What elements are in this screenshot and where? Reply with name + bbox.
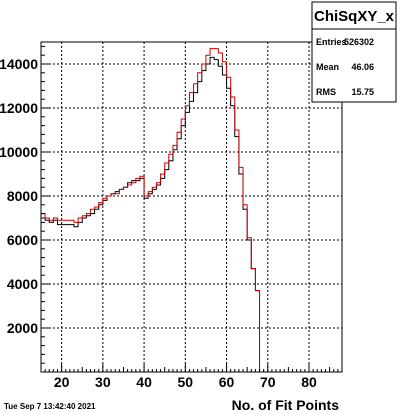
stats-box-title: ChiSqXY_x [314,8,395,25]
plot-frame [40,41,343,373]
x-tick-label: 70 [260,374,276,390]
x-tick-label: 60 [219,374,235,390]
x-axis-title: No. of Fit Points [232,397,340,413]
y-tick-label: 4000 [7,276,38,292]
x-tick-label: 80 [301,374,317,390]
x-tick-label: 50 [178,374,194,390]
y-tick-label: 8000 [7,188,38,204]
y-tick-label: 10000 [0,144,38,160]
x-tick-label: 40 [136,374,152,390]
grid-lines [41,42,342,372]
stats-entries-value: 526302 [344,37,374,47]
timestamp-label: Tue Sep 7 13:42:40 2021 [4,402,96,411]
stats-box: ChiSqXY_x Entries 526302 Mean 46.06 RMS … [311,1,397,103]
stats-rms-label: RMS [316,87,336,97]
y-tick-label: 12000 [0,100,38,116]
stats-rms-value: 15.75 [351,87,374,97]
axis-ticks: 20 30 40 50 60 70 80 2000 4000 6000 8000 10000 12000… [0,45,343,390]
y-tick-label: 14000 [0,56,38,72]
stats-box-frame [311,1,397,103]
stats-mean-label: Mean [316,62,339,72]
y-tick-label: 2000 [7,320,38,336]
x-tick-label: 30 [95,374,111,390]
stats-mean-value: 46.06 [351,62,374,72]
histogram-line-1 [41,48,342,373]
x-tick-label: 20 [54,374,70,390]
stats-entries-label: Entries [316,37,347,47]
histogram-series [41,48,342,373]
y-tick-label: 6000 [7,232,38,248]
